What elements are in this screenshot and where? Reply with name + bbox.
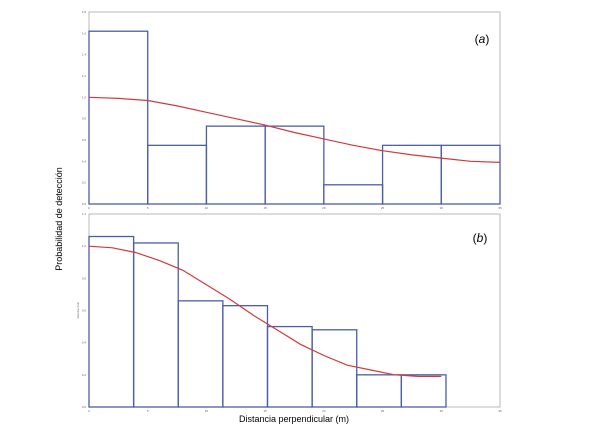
pb-y-tick-label: 0.4	[82, 341, 87, 345]
pb-x-tick-label: 5	[147, 409, 149, 413]
pb-y-tick-label: 1.2	[82, 212, 87, 216]
panel-b: 0 5 10 15 20 25 30 35 0.0 0.2 0.4 0.6 0.8 1.0 1.2 Detec…	[77, 212, 502, 413]
pb-x-tick-label: 30	[440, 409, 444, 413]
pb-bar-4	[266, 325, 313, 408]
pa-x-tick-label: 0	[88, 206, 90, 210]
pb-y-axis-title: Detection Prob	[77, 302, 80, 319]
pb-fit-curve	[88, 245, 442, 377]
pb-bar-5	[311, 329, 358, 408]
pb-x-tick-label: 0	[88, 409, 90, 413]
pa-y-tick-label: 1.4	[82, 53, 87, 57]
pb-bar-0	[88, 235, 135, 408]
pb-bar-1	[132, 242, 179, 408]
y-axis-label: Probabilidad de detección	[54, 167, 64, 271]
pb-y-tick-label: 0.2	[82, 373, 87, 377]
pa-bar-6	[440, 144, 501, 205]
pa-bar-3	[264, 125, 325, 205]
pa-bar-0	[88, 30, 149, 205]
pa-bar-4	[323, 184, 384, 205]
pb-bar-3	[222, 305, 269, 408]
pb-x-tick-label: 15	[263, 409, 267, 413]
pa-fit-curve	[88, 96, 501, 163]
pa-bar-1	[147, 144, 208, 205]
pa-bar-2	[205, 125, 266, 205]
pa-bar-5	[381, 144, 442, 205]
pb-bar-7	[400, 374, 447, 408]
pb-y-tick-label: 0.8	[82, 276, 87, 280]
pa-y-tick-label: 0.2	[82, 181, 87, 185]
pb-x-tick-label: 25	[381, 409, 385, 413]
pa-x-tick-label: 30	[440, 206, 444, 210]
pa-y-tick-label: 0.4	[82, 159, 87, 163]
pa-x-tick-label: 25	[381, 206, 385, 210]
pa-y-tick-label: 1.8	[82, 10, 87, 14]
pb-bar-6	[356, 374, 403, 408]
pa-x-tick-label: 10	[205, 206, 209, 210]
pa-y-tick-label: 1.0	[82, 95, 87, 99]
pa-plot-frame	[88, 11, 501, 205]
pb-y-tick-label: 0.6	[82, 309, 87, 313]
panel-a: 0 5 10 15 20 25 30 35 0.0 0.2 0.4 0.6 0.8 1.0 1.2 1.4 1.…	[82, 10, 502, 210]
pb-x-tick-label: 10	[205, 409, 209, 413]
pa-y-tick-label: 1.6	[82, 31, 87, 35]
pa-x-tick-label: 15	[263, 206, 267, 210]
pa-y-tick-label: 0.6	[82, 138, 87, 142]
x-axis-label: Distancia perpendicular (m)	[239, 414, 349, 424]
pb-y-tick-label: 0.0	[82, 405, 87, 409]
pb-x-tick-label: 20	[322, 409, 326, 413]
pa-y-tick-label: 1.2	[82, 74, 87, 78]
pa-y-tick-label: 0.8	[82, 117, 87, 121]
pb-x-tick-label: 35	[498, 409, 502, 413]
pb-panel-label: (b)	[473, 231, 488, 245]
pa-x-tick-label: 5	[147, 206, 149, 210]
pb-bar-2	[177, 300, 224, 408]
pa-x-tick-label: 20	[322, 206, 326, 210]
pa-y-tick-label: 0.0	[82, 202, 87, 206]
pa-x-tick-label: 35	[498, 206, 502, 210]
pb-y-tick-label: 1.0	[82, 244, 87, 248]
pa-panel-label: (a)	[475, 32, 490, 46]
